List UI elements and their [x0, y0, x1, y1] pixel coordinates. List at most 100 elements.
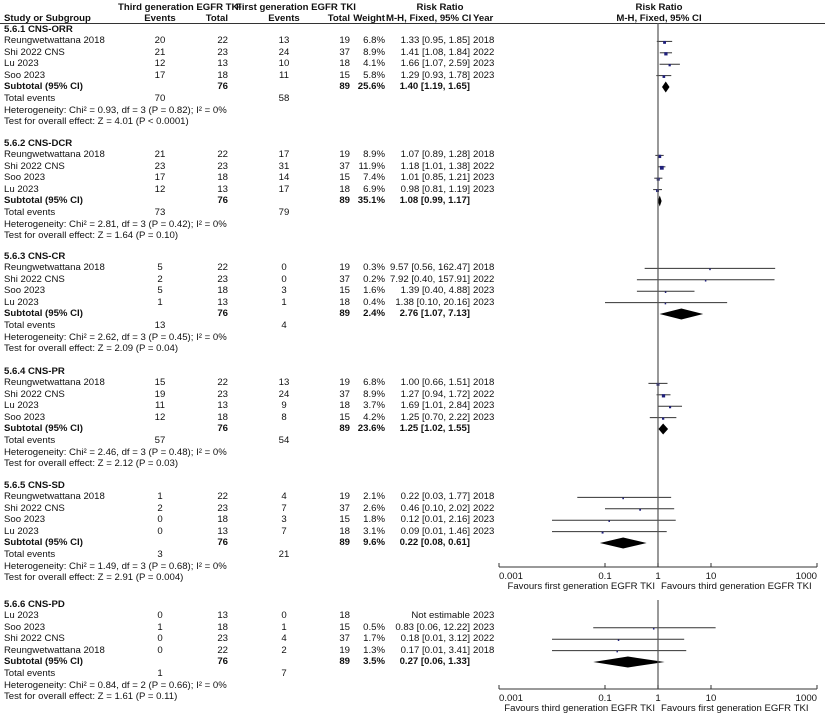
study-name: Lu 2023 — [4, 296, 39, 308]
study-total-third: 23 — [217, 46, 228, 58]
study-weight: 0.3% — [363, 262, 385, 274]
study-weight: 1.7% — [363, 633, 385, 645]
study-total-first: 19 — [339, 262, 350, 274]
study-risk-ratio: 1.69 [1.01, 2.84] — [400, 400, 470, 412]
total-events-third: 1 — [157, 668, 163, 680]
subtotal-total-first: 89 — [339, 195, 350, 206]
study-weight: 11.9% — [358, 160, 386, 172]
subtotal-risk-ratio: 1.40 [1.19, 1.65] — [399, 81, 470, 92]
study-risk-ratio: 1.39 [0.40, 4.88] — [400, 285, 470, 297]
subtotal-total-third: 76 — [217, 537, 228, 548]
point-estimate-marker — [664, 52, 668, 56]
study-year: 2018 — [473, 644, 495, 656]
study-name: Lu 2023 — [4, 610, 39, 622]
section-title: 5.6.1 CNS-ORR — [4, 24, 73, 35]
point-estimate-marker — [664, 291, 667, 293]
x-axis-tick-label: 1 — [655, 693, 660, 704]
header-group2: First generation EGFR TKI — [236, 2, 356, 13]
point-estimate-marker — [704, 280, 707, 282]
study-events-third: 0 — [157, 514, 163, 526]
study-name: Shi 2022 CNS — [4, 273, 65, 285]
x-axis-tick-label: 0.1 — [598, 693, 611, 704]
study-weight: 6.8% — [363, 377, 385, 389]
study-total-first: 18 — [339, 610, 350, 622]
total-events-third: 70 — [154, 93, 166, 105]
total-events-third: 57 — [154, 435, 166, 447]
overall-effect-text: Test for overall effect: Z = 2.91 (P = 0… — [4, 572, 184, 584]
study-year: 2023 — [473, 285, 495, 297]
study-events-third: 21 — [154, 149, 166, 161]
study-risk-ratio: 0.18 [0.01, 3.12] — [400, 633, 470, 645]
study-year: 2018 — [473, 377, 495, 389]
x-axis-tick-label: 0.001 — [499, 571, 523, 582]
study-total-first: 19 — [339, 377, 350, 389]
study-events-first: 0 — [281, 273, 287, 285]
study-weight: 2.1% — [363, 491, 385, 503]
total-events-first: 54 — [278, 435, 290, 447]
subtotal-risk-ratio: 1.25 [1.02, 1.55] — [399, 423, 470, 434]
subtotal-total-first: 89 — [339, 308, 350, 319]
study-events-first: 17 — [278, 183, 290, 195]
study-total-third: 18 — [217, 411, 228, 423]
study-name: Shi 2022 CNS — [4, 46, 65, 58]
favours-left-label: Favours third generation EGFR TKI — [504, 703, 655, 714]
study-events-third: 15 — [154, 377, 166, 389]
header-plot-title: Risk Ratio — [635, 2, 683, 13]
study-events-first: 10 — [278, 58, 290, 70]
study-events-third: 19 — [154, 388, 166, 400]
study-events-third: 23 — [154, 160, 166, 172]
study-total-third: 13 — [217, 58, 228, 70]
study-year: 2018 — [473, 262, 495, 274]
total-events-label: Total events — [4, 207, 56, 219]
study-total-third: 22 — [217, 644, 228, 656]
study-total-third: 18 — [217, 514, 228, 526]
point-estimate-marker — [639, 508, 642, 511]
study-year: 2023 — [473, 172, 495, 184]
study-weight: 3.7% — [363, 400, 385, 412]
study-events-third: 0 — [157, 610, 163, 622]
study-year: 2023 — [473, 411, 495, 423]
study-risk-ratio: 0.12 [0.01, 2.16] — [400, 514, 470, 526]
study-total-third: 18 — [217, 285, 228, 297]
study-year: 2023 — [473, 183, 495, 195]
study-name: Reungwetwattana 2018 — [4, 377, 105, 389]
study-name: Shi 2022 CNS — [4, 633, 65, 645]
study-total-first: 15 — [339, 514, 350, 526]
study-risk-ratio: 1.01 [0.85, 1.21] — [400, 172, 470, 184]
study-total-first: 15 — [339, 172, 350, 184]
total-events-third: 13 — [154, 320, 166, 332]
header-study: Study or Subgroup — [4, 13, 91, 24]
x-axis-tick-label: 10 — [706, 693, 717, 704]
study-year: 2022 — [473, 502, 495, 514]
study-total-third: 13 — [217, 525, 228, 537]
study-risk-ratio: 0.17 [0.01, 3.41] — [400, 644, 470, 656]
study-risk-ratio: 1.18 [1.01, 1.38] — [400, 160, 470, 172]
study-events-third: 17 — [154, 69, 166, 81]
subtotal-label: Subtotal (95% CI) — [4, 195, 83, 206]
study-year: 2022 — [473, 160, 495, 172]
study-year: 2018 — [473, 491, 495, 503]
subtotal-total-first: 89 — [339, 656, 350, 667]
study-total-third: 18 — [217, 172, 228, 184]
study-events-third: 5 — [157, 285, 163, 297]
study-events-first: 0 — [281, 610, 287, 622]
study-events-first: 1 — [281, 621, 287, 633]
study-events-first: 13 — [278, 35, 290, 47]
study-total-first: 37 — [339, 160, 350, 172]
study-year: 2023 — [473, 296, 495, 308]
subtotal-diamond — [593, 656, 665, 668]
x-axis-tick-label: 10 — [706, 571, 717, 582]
header-group1: Third generation EGFR TKI — [118, 2, 242, 13]
header-rr-title: Risk Ratio — [416, 2, 464, 13]
study-name: Soo 2023 — [4, 621, 46, 633]
point-estimate-marker — [668, 64, 671, 67]
study-total-first: 37 — [339, 502, 350, 514]
total-events-third: 3 — [157, 549, 163, 561]
study-events-first: 24 — [278, 46, 290, 58]
subtotal-weight: 35.1% — [357, 195, 385, 206]
study-name: Reungwetwattana 2018 — [4, 262, 105, 274]
subtotal-total-first: 89 — [339, 423, 350, 434]
section-title: 5.6.5 CNS-SD — [4, 480, 65, 491]
subtotal-label: Subtotal (95% CI) — [4, 537, 83, 548]
